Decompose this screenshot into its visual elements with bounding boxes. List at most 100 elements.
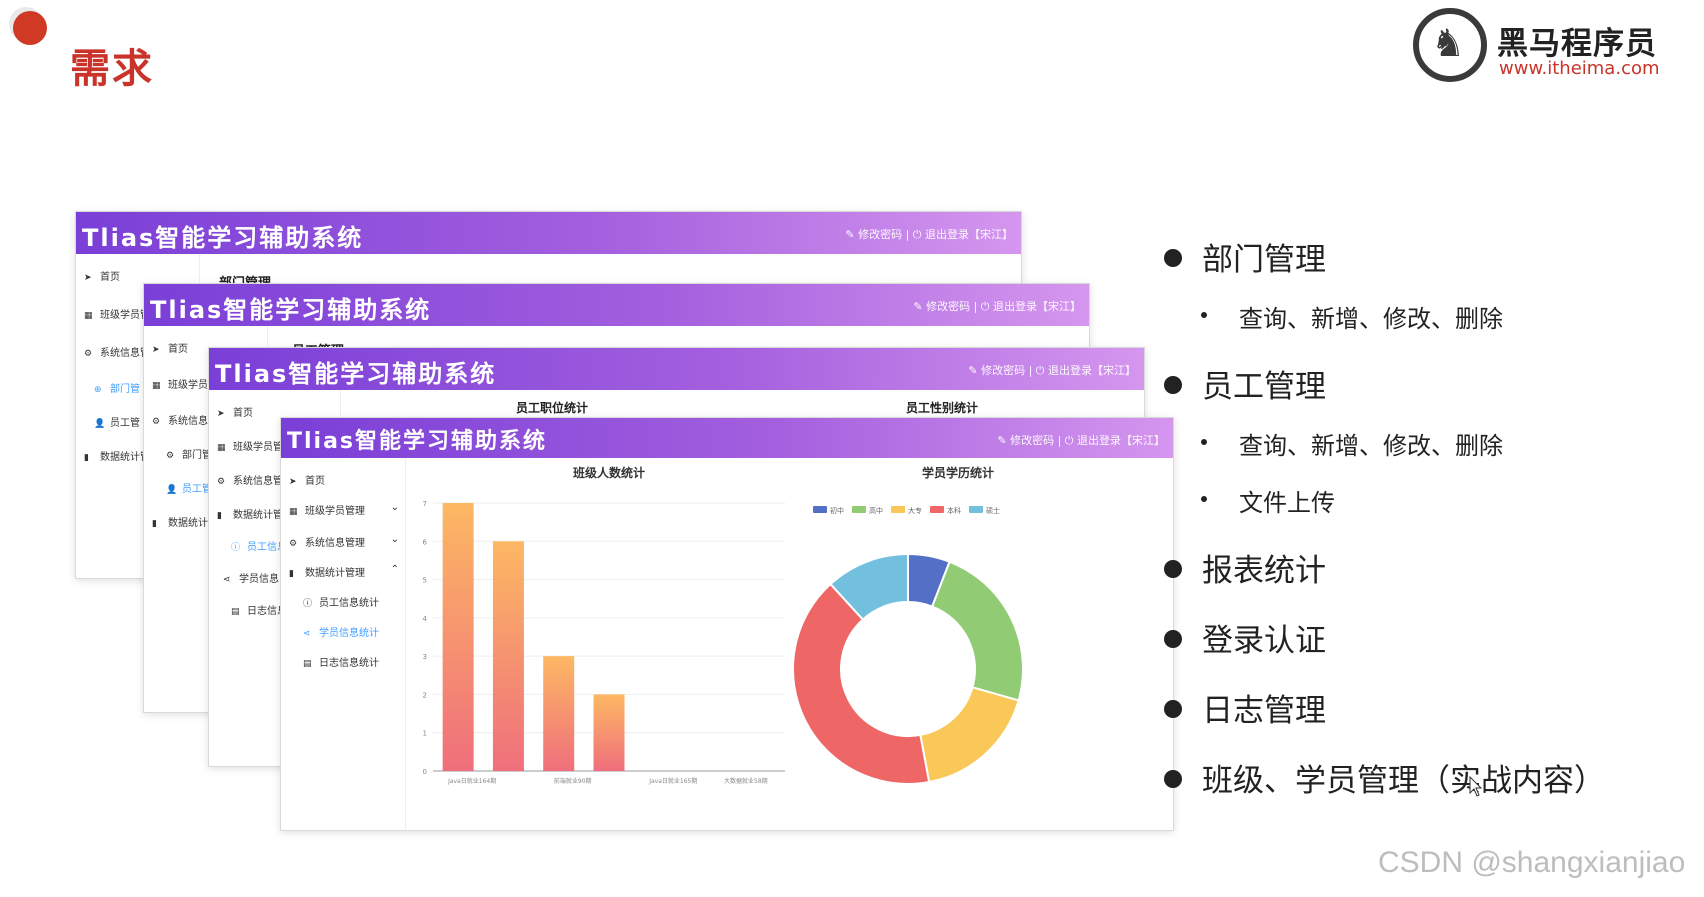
menu-home[interactable]: ➤ 首页 (289, 476, 325, 487)
menu-department[interactable]: ⊕ 部门管 (94, 384, 140, 395)
menu-log-info-stats[interactable]: ▤ 日志信息统计 (303, 658, 379, 669)
menu-system-info[interactable]: ⚙ 系统信息管 (84, 348, 150, 359)
app-header: Tlias智能学习辅助系统 ✎ 修改密码 | ⏻ 退出登录【宋江】 (209, 348, 1144, 390)
bar-xtick-label: Java日就业164期 (447, 777, 496, 785)
chevron-down-icon: ⌄ (390, 502, 399, 513)
grid-icon: ▦ (84, 311, 93, 321)
bar-chart-icon: ▮ (217, 511, 222, 521)
class-size-bar-chart: 班级人数统计 0 1 2 3 4 5 6 7 Java日就业164期 前端就业90期 Java日就业… (423, 465, 785, 785)
logout-link[interactable]: 退出登录【宋江】 (1048, 364, 1136, 377)
bar-ytick-label: 2 (423, 691, 427, 699)
bar-0 (442, 503, 474, 771)
bullet-emp-crud: 查询、新增、修改、删除 (1201, 426, 1503, 461)
bar-ytick-label: 4 (423, 615, 428, 623)
app-header: Tlias智能学习辅助系统 ✎ 修改密码 | ⏻ 退出登录【宋江】 (281, 418, 1173, 458)
bar-chart-icon: ▮ (289, 569, 294, 579)
menu-data-stats[interactable]: ▮ 数据统计管理 ⌃ (289, 564, 399, 579)
menu-data-stats[interactable]: ▮ 数据统计管 (217, 510, 283, 521)
menu-system-info[interactable]: ⚙ 系统信息 (152, 416, 208, 427)
separator: | (973, 300, 978, 313)
legend-swatch-0 (813, 506, 827, 513)
legend-label-1: 高中 (869, 506, 883, 515)
change-password-link[interactable]: 修改密码 (981, 364, 1026, 377)
pie-chart-title: 学员学历统计 (922, 465, 994, 480)
app-header: Tlias智能学习辅助系统 ✎ 修改密码 | ⏻ 退出登录【宋江】 (76, 212, 1021, 254)
menu-department[interactable]: ⚙ 部门管 (166, 450, 212, 461)
menu-employee[interactable]: 👤 员工管 (166, 484, 212, 495)
bar-1 (492, 541, 524, 771)
bar-xtick-label: Java日就业165期 (648, 777, 697, 785)
power-icon: ⏻ (912, 228, 922, 241)
chevron-down-icon: ⌄ (390, 534, 399, 545)
gear-icon: ⚙ (152, 417, 161, 427)
bar-ytick-label: 6 (423, 538, 428, 546)
grid-icon: ▦ (217, 443, 226, 453)
slide-title: 需求 (70, 46, 154, 92)
header-links: ✎ 修改密码 | ⏻ 退出登录【宋江】 (913, 298, 1081, 314)
menu-data-stats[interactable]: ▮ 数据统计 (152, 518, 208, 529)
power-icon: ⏻ (1035, 364, 1045, 377)
legend-swatch-3 (930, 506, 944, 513)
header-links: ✎ 修改密码 | ⏻ 退出登录【宋江】 (997, 432, 1165, 448)
bullet-file-upload: 文件上传 (1201, 483, 1335, 518)
menu-system-info[interactable]: ⚙ 系统信息管理 ⌄ (289, 534, 399, 549)
logout-link[interactable]: 退出登录【宋江】 (993, 300, 1081, 313)
legend-swatch-1 (852, 506, 866, 513)
app-header: Tlias智能学习辅助系统 ✎ 修改密码 | ⏻ 退出登录【宋江】 (144, 284, 1089, 326)
bar-ytick-label: 7 (423, 500, 427, 508)
menu-home[interactable]: ➤ 首页 (152, 344, 188, 355)
menu-home[interactable]: ➤ 首页 (84, 272, 120, 283)
power-icon: ⏻ (980, 300, 990, 313)
menu-student-info[interactable]: ⋖ 学员信息 (223, 574, 279, 585)
sidebar: ➤ 首页 ▦ 班级学员管理 ⌄ ⚙ 系统信息管理 ⌄ ▮ 数据统计管理 ⌃ ⓘ 员工信息统计 ⋖… (281, 458, 406, 830)
education-donut-chart: 学员学历统计 初中 高中 大专 本科 硕士 (793, 465, 1024, 785)
gear-icon: ⚙ (289, 539, 298, 549)
send-icon: ➤ (217, 409, 225, 419)
separator: | (905, 228, 910, 241)
bullet-emp-mgmt: 员工管理 (1164, 361, 1326, 406)
menu-home[interactable]: ➤ 首页 (217, 408, 253, 419)
menu-class-student[interactable]: ▦ 班级学员管 (84, 310, 150, 321)
menu-employee-info[interactable]: ⓘ 员工信息 (231, 542, 287, 553)
app-title: Tlias智能学习辅助系统 (150, 296, 432, 324)
logout-link[interactable]: 退出登录【宋江】 (925, 228, 1013, 241)
change-password-link[interactable]: 修改密码 (858, 228, 903, 241)
legend-label-3: 本科 (947, 506, 961, 515)
menu-class-student[interactable]: ▦ 班级学员管 (217, 442, 283, 453)
bullet-dept-mgmt: 部门管理 (1164, 234, 1326, 279)
bar-chart-icon: ▮ (152, 519, 157, 529)
bullet-class-student: 班级、学员管理（实战内容） (1164, 755, 1605, 800)
header-links: ✎ 修改密码 | ⏻ 退出登录【宋江】 (845, 226, 1013, 242)
user-icon: 👤 (166, 485, 178, 495)
bar-2 (543, 656, 575, 771)
mouse-cursor-icon (1469, 776, 1483, 797)
logo-url: www.itheima.com (1499, 58, 1660, 79)
change-password-link[interactable]: 修改密码 (1010, 434, 1055, 447)
menu-employee[interactable]: 👤 员工管 (94, 418, 140, 429)
bar-chart-title: 班级人数统计 (573, 465, 645, 480)
legend-label-2: 大专 (908, 506, 922, 515)
app-title: Tlias智能学习辅助系统 (215, 360, 497, 388)
menu-student-info-stats[interactable]: ⋖ 学员信息统计 (303, 628, 379, 639)
menu-class-student[interactable]: ▦ 班级学员 (152, 380, 208, 391)
edit-icon: ✎ (968, 364, 978, 377)
logo-name: 黑马程序员 (1497, 26, 1657, 62)
donut-slice-2 (919, 686, 1020, 784)
menu-data-stats[interactable]: ▮ 数据统计管 (84, 452, 150, 463)
menu-class-student[interactable]: ▦ 班级学员管理 ⌄ (289, 502, 399, 517)
menu-log-info[interactable]: ▤ 日志信息 (231, 606, 287, 617)
menu-employee-info-stats[interactable]: ⓘ 员工信息统计 (303, 598, 379, 609)
edit-icon: ✎ (997, 434, 1007, 447)
share-icon: ⋖ (223, 575, 231, 585)
bullet-login-auth: 登录认证 (1164, 615, 1326, 660)
change-password-link[interactable]: 修改密码 (926, 300, 971, 313)
logout-link[interactable]: 退出登录【宋江】 (1077, 434, 1165, 447)
bar-chart-icon: ▮ (84, 453, 89, 463)
bar-ytick-label: 1 (423, 730, 427, 738)
separator: | (1057, 434, 1062, 447)
doc-icon: ▤ (303, 659, 312, 669)
watermark: CSDN @shangxianjiao (1378, 846, 1686, 879)
menu-system-info[interactable]: ⚙ 系统信息管 (217, 476, 283, 487)
user-icon: 👤 (94, 419, 106, 429)
power-icon: ⏻ (1064, 434, 1074, 447)
